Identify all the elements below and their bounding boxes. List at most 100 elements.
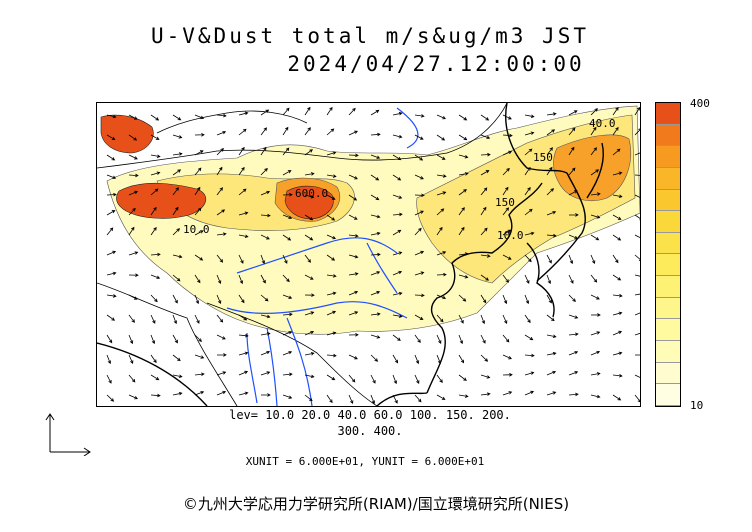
wind-arrow	[282, 394, 293, 399]
wind-arrow	[172, 314, 178, 325]
wind-arrow	[348, 234, 359, 238]
wind-arrow	[348, 174, 358, 180]
colorbar-segment	[656, 341, 680, 363]
wind-arrow	[634, 394, 640, 403]
wind-arrow	[436, 394, 446, 400]
wind-arrow	[392, 314, 403, 318]
wind-arrow	[150, 354, 157, 364]
wind-arrow	[172, 274, 181, 282]
wind-arrow	[480, 294, 487, 304]
wind-arrow	[502, 372, 513, 377]
wind-arrow	[392, 111, 403, 116]
wind-arrow	[238, 166, 245, 176]
wind-arrow	[304, 394, 313, 402]
wind-arrow	[414, 134, 424, 140]
wind-arrow	[524, 294, 530, 305]
wind-arrow	[392, 270, 403, 276]
wind-arrow	[612, 351, 623, 356]
wind-arrow	[524, 254, 532, 263]
wind-arrow	[546, 147, 553, 156]
wind-arrow	[260, 234, 270, 240]
wind-arrow	[546, 274, 552, 285]
wind-arrow	[524, 371, 535, 376]
wind-arrow	[480, 334, 486, 344]
colorbar-segment	[656, 146, 680, 168]
wind-arrow	[172, 206, 179, 216]
wind-arrow	[502, 274, 509, 283]
wind-arrow	[612, 274, 622, 281]
wind-arrow	[150, 188, 159, 196]
wind-arrow	[194, 354, 205, 359]
contour-label: 10.0	[183, 223, 210, 236]
wind-arrow	[348, 214, 358, 220]
wind-arrow	[436, 154, 446, 160]
colorbar-segment	[656, 103, 680, 125]
dust-plume-high	[100, 114, 334, 220]
wind-arrow	[282, 294, 293, 299]
wind-arrow	[546, 188, 555, 196]
levels-line-1: lev= 10.0 20.0 40.0 60.0 100. 150. 200.	[229, 408, 511, 422]
wind-arrow	[436, 294, 447, 300]
wind-arrow	[634, 128, 640, 136]
wind-arrow	[436, 134, 446, 141]
wind-arrow	[414, 154, 424, 161]
wind-arrow	[260, 146, 267, 156]
colorbar-segment	[656, 276, 680, 298]
wind-arrow	[458, 114, 468, 121]
wind-arrow	[568, 234, 579, 240]
wind-arrow	[238, 111, 249, 116]
wind-arrow	[436, 272, 447, 277]
wind-arrow	[326, 214, 336, 221]
wind-arrow	[634, 374, 640, 378]
wind-arrow	[194, 334, 202, 342]
wind-arrow	[590, 350, 601, 356]
wind-arrow	[172, 374, 183, 379]
wind-arrow	[414, 334, 421, 343]
wind-arrow	[150, 206, 157, 216]
wind-arrow	[502, 150, 513, 156]
wind-arrow	[480, 134, 491, 140]
wind-arrow	[216, 294, 222, 305]
wind-arrow	[106, 294, 117, 298]
contour-label: 40.0	[589, 117, 616, 130]
wind-arrow	[282, 312, 293, 317]
colorbar	[655, 102, 681, 407]
wind-arrow	[370, 271, 381, 276]
wind-arrow	[524, 334, 534, 341]
wind-arrow	[524, 314, 531, 324]
wind-arrow	[480, 227, 488, 236]
wind-arrow	[458, 172, 469, 176]
wind-arrow	[480, 374, 491, 379]
wind-arrow	[260, 332, 271, 336]
colorbar-segment	[656, 254, 680, 277]
wind-arrow	[282, 147, 290, 156]
borders	[97, 103, 508, 406]
contour-label: 10.0	[497, 229, 524, 242]
wind-arrow	[128, 154, 138, 160]
wind-arrow	[414, 314, 424, 320]
wind-arrow	[348, 107, 356, 116]
wind-arrow	[304, 330, 315, 336]
wind-arrow	[172, 254, 183, 259]
wind-arrow	[326, 310, 337, 316]
wind-arrow	[216, 209, 226, 216]
colorbar-segment	[656, 384, 680, 406]
wind-arrow	[260, 274, 266, 284]
wind-arrow	[304, 106, 311, 116]
wind-arrow	[546, 112, 557, 116]
wind-arrow	[590, 313, 601, 317]
wind-arrow	[172, 152, 183, 156]
wind-arrow	[260, 393, 271, 397]
wind-arrow	[414, 210, 424, 216]
wind-arrow	[150, 252, 161, 257]
wind-arrow	[326, 128, 335, 136]
wind-arrow	[458, 314, 464, 324]
wind-arrow	[282, 331, 293, 336]
wind-arrow	[612, 214, 622, 220]
wind-arrow	[128, 190, 139, 196]
wind-arrow	[436, 191, 447, 196]
wind-arrow	[370, 354, 379, 362]
wind-arrow	[612, 171, 623, 176]
wind-arrow	[326, 394, 333, 404]
wind-arrow	[502, 133, 513, 138]
